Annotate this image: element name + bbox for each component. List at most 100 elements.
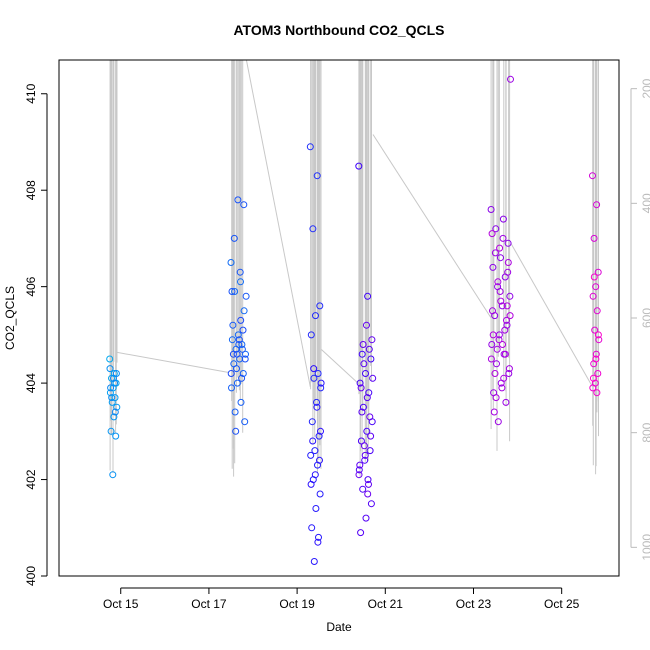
data-point: [111, 408, 119, 416]
data-point: [492, 225, 500, 233]
y-tick-label: 410: [24, 83, 38, 103]
data-point: [363, 394, 371, 402]
data-point: [367, 355, 375, 363]
data-point: [234, 196, 242, 204]
data-point: [235, 341, 243, 348]
data-point: [505, 365, 513, 373]
data-point: [499, 215, 507, 223]
x-tick-label: Oct 21: [368, 597, 404, 611]
data-point: [311, 471, 319, 479]
data-point: [314, 538, 322, 546]
data-point: [363, 321, 370, 329]
data-point: [357, 529, 365, 537]
data-point: [356, 461, 364, 469]
plot-region: [106, 60, 603, 565]
data-point: [109, 471, 117, 479]
data-point: [316, 302, 324, 310]
data-point: [498, 302, 506, 310]
data-point: [494, 418, 502, 426]
data-point: [490, 408, 498, 416]
y-right-tick-label: 600: [640, 308, 650, 328]
data-point: [365, 480, 372, 488]
x-axis-label: Date: [326, 620, 352, 634]
plot-frame: [58, 59, 620, 577]
data-point: [499, 234, 507, 242]
data-point: [357, 384, 365, 392]
data-point: [505, 370, 513, 377]
data-point: [241, 418, 249, 426]
data-point: [317, 384, 325, 392]
data-point: [498, 384, 506, 392]
data-point: [106, 365, 114, 373]
data-point: [594, 370, 602, 377]
data-point: [365, 345, 373, 353]
trace-connector-line: [117, 351, 229, 373]
data-point: [316, 456, 323, 464]
data-point: [503, 302, 511, 310]
data-point: [233, 350, 241, 358]
data-point: [487, 355, 495, 363]
data-point: [368, 336, 376, 344]
data-point: [309, 225, 317, 233]
y-axis-right: 200 400 600 800 1000: [630, 78, 650, 561]
data-point: [311, 447, 319, 455]
data-point: [592, 350, 600, 358]
data-point: [231, 288, 239, 295]
data-point: [108, 394, 116, 402]
data-point: [594, 268, 602, 276]
data-point: [493, 360, 500, 368]
data-point: [589, 292, 597, 300]
data-point: [242, 292, 250, 300]
data-point: [502, 398, 510, 406]
data-point: [308, 524, 316, 532]
data-point: [308, 418, 316, 426]
data-point: [107, 384, 115, 392]
trace-connector-line: [510, 243, 593, 388]
x-tick-label: Oct 23: [456, 597, 492, 611]
data-point: [227, 370, 235, 377]
data-point: [315, 432, 323, 440]
data-point: [590, 273, 598, 281]
data-point: [367, 432, 375, 440]
data-point: [108, 398, 116, 406]
data-point: [241, 355, 249, 363]
data-point: [232, 427, 240, 435]
data-point: [110, 413, 118, 421]
data-point: [315, 533, 322, 541]
data-point: [310, 558, 318, 565]
data-point: [237, 278, 244, 286]
data-point: [306, 143, 314, 151]
data-point: [361, 456, 369, 464]
data-point: [493, 345, 501, 353]
data-point: [234, 331, 242, 339]
data-point: [231, 408, 239, 416]
data-point: [488, 341, 496, 348]
data-point: [591, 326, 599, 334]
y-right-tick-label: 200: [640, 78, 650, 98]
data-point: [310, 365, 318, 373]
data-point: [228, 384, 235, 392]
data-point: [111, 379, 119, 387]
data-point: [589, 384, 597, 392]
data-point: [496, 244, 504, 252]
y-axis-label: CO2_QCLS: [3, 286, 17, 350]
data-point: [496, 288, 504, 295]
data-point: [503, 316, 510, 324]
data-point: [228, 288, 236, 295]
data-point: [359, 403, 367, 411]
data-point: [593, 389, 601, 397]
data-point: [504, 268, 512, 276]
data-point: [312, 312, 319, 320]
data-point: [359, 341, 367, 348]
data-point: [590, 234, 598, 242]
data-point: [238, 345, 246, 353]
data-point: [238, 374, 246, 382]
data-point: [499, 341, 506, 348]
y-tick-label: 406: [24, 276, 38, 296]
data-point: [593, 201, 601, 209]
data-point: [364, 476, 372, 484]
data-point: [595, 336, 603, 344]
data-point: [233, 379, 241, 387]
data-point: [488, 230, 496, 238]
